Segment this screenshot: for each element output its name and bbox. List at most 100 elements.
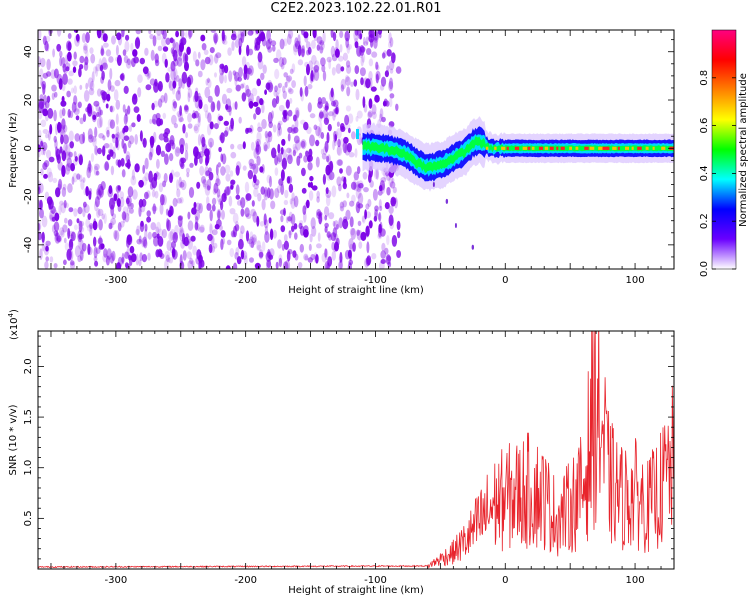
noise-blob [164, 58, 168, 68]
noise-blob [126, 237, 130, 248]
noise-blob [371, 51, 378, 58]
noise-blob [247, 92, 254, 104]
noise-blob [76, 173, 81, 180]
noise-blob [146, 216, 152, 223]
noise-blob [207, 147, 212, 160]
noise-blob [288, 88, 294, 95]
figure-title: C2E2.2023.102.22.01.R01 [270, 1, 442, 16]
noise-blob [162, 30, 167, 40]
noise-blob [275, 92, 280, 101]
noise-blob [390, 196, 397, 207]
noise-blob [267, 248, 271, 258]
noise-blob [250, 141, 255, 151]
noise-blob [329, 160, 334, 172]
noise-blob [291, 80, 296, 89]
noise-blob [274, 68, 280, 80]
noise-blob [68, 151, 73, 158]
noise-blob [53, 135, 57, 143]
noise-blob [319, 41, 325, 51]
noise-blob [278, 257, 283, 268]
noise-blob [201, 136, 206, 148]
noise-blob [67, 41, 72, 52]
noise-blob [256, 131, 262, 143]
noise-blob [260, 186, 266, 195]
noise-blob [347, 262, 352, 269]
noise-blob [57, 121, 61, 134]
noise-blob [96, 208, 101, 218]
signal-streak [445, 198, 449, 204]
noise-blob [109, 119, 115, 129]
noise-blob [39, 94, 44, 101]
noise-blob [182, 123, 186, 134]
noise-blob [303, 155, 308, 163]
noise-blob [384, 247, 389, 255]
noise-blob [288, 230, 292, 239]
noise-blob [234, 101, 238, 110]
noise-blob [119, 220, 125, 228]
noise-blob [367, 110, 373, 118]
noise-blob [47, 171, 54, 183]
noise-blob [297, 262, 303, 269]
noise-blob [198, 226, 205, 233]
noise-blob [244, 207, 250, 218]
noise-blob [62, 183, 67, 191]
noise-blob [330, 45, 336, 58]
noise-blob [389, 68, 394, 74]
noise-blob [304, 202, 308, 210]
noise-blob [69, 141, 74, 149]
noise-blob [221, 93, 228, 105]
noise-blob [241, 250, 248, 260]
snr-y-tick-labels: 0.5 1.0 1.5 2.0 [23, 358, 34, 526]
noise-blob [215, 164, 219, 176]
x-tick-label: -100 [364, 575, 387, 586]
noise-blob [88, 190, 92, 200]
noise-blob [270, 40, 277, 47]
noise-blob [100, 243, 105, 250]
noise-blob [199, 165, 205, 176]
noise-blob [388, 60, 395, 71]
noise-blob [365, 226, 370, 238]
noise-blob [338, 255, 344, 263]
noise-blob [380, 250, 387, 259]
noise-blob [127, 186, 134, 198]
snr-ticks [37, 331, 675, 569]
noise-blob [96, 88, 102, 97]
noise-blob [105, 126, 110, 135]
noise-blob [71, 176, 75, 185]
noise-blob [237, 33, 244, 41]
noise-blob [176, 110, 183, 118]
noise-blob [312, 30, 317, 39]
noise-blob [131, 57, 136, 68]
noise-blob [280, 183, 285, 195]
noise-blob [55, 123, 58, 136]
noise-blob [244, 181, 250, 193]
noise-blob [253, 187, 259, 198]
noise-blob [388, 214, 394, 226]
noise-blob [88, 87, 95, 96]
noise-blob [147, 71, 152, 79]
noise-blob [132, 49, 138, 57]
noise-blob [355, 188, 362, 199]
noise-blob [291, 192, 295, 202]
noise-blob [149, 78, 156, 86]
signal-peak [602, 146, 608, 150]
noise-blob [101, 57, 107, 69]
noise-blob [280, 215, 284, 223]
noise-blob [371, 104, 377, 115]
noise-blob [324, 140, 329, 153]
noise-blob [204, 86, 211, 99]
noise-blob [172, 39, 176, 50]
noise-blob [72, 158, 78, 166]
noise-blob [185, 167, 190, 174]
noise-blob [189, 257, 193, 265]
noise-blob [97, 237, 103, 245]
noise-blob [72, 66, 77, 73]
noise-blob [83, 42, 88, 55]
noise-blob [314, 60, 320, 71]
noise-blob [229, 208, 236, 215]
noise-blob [283, 261, 289, 269]
noise-blob [121, 169, 126, 178]
noise-blob [364, 258, 369, 268]
noise-blob [340, 84, 345, 92]
noise-blob [303, 211, 307, 223]
